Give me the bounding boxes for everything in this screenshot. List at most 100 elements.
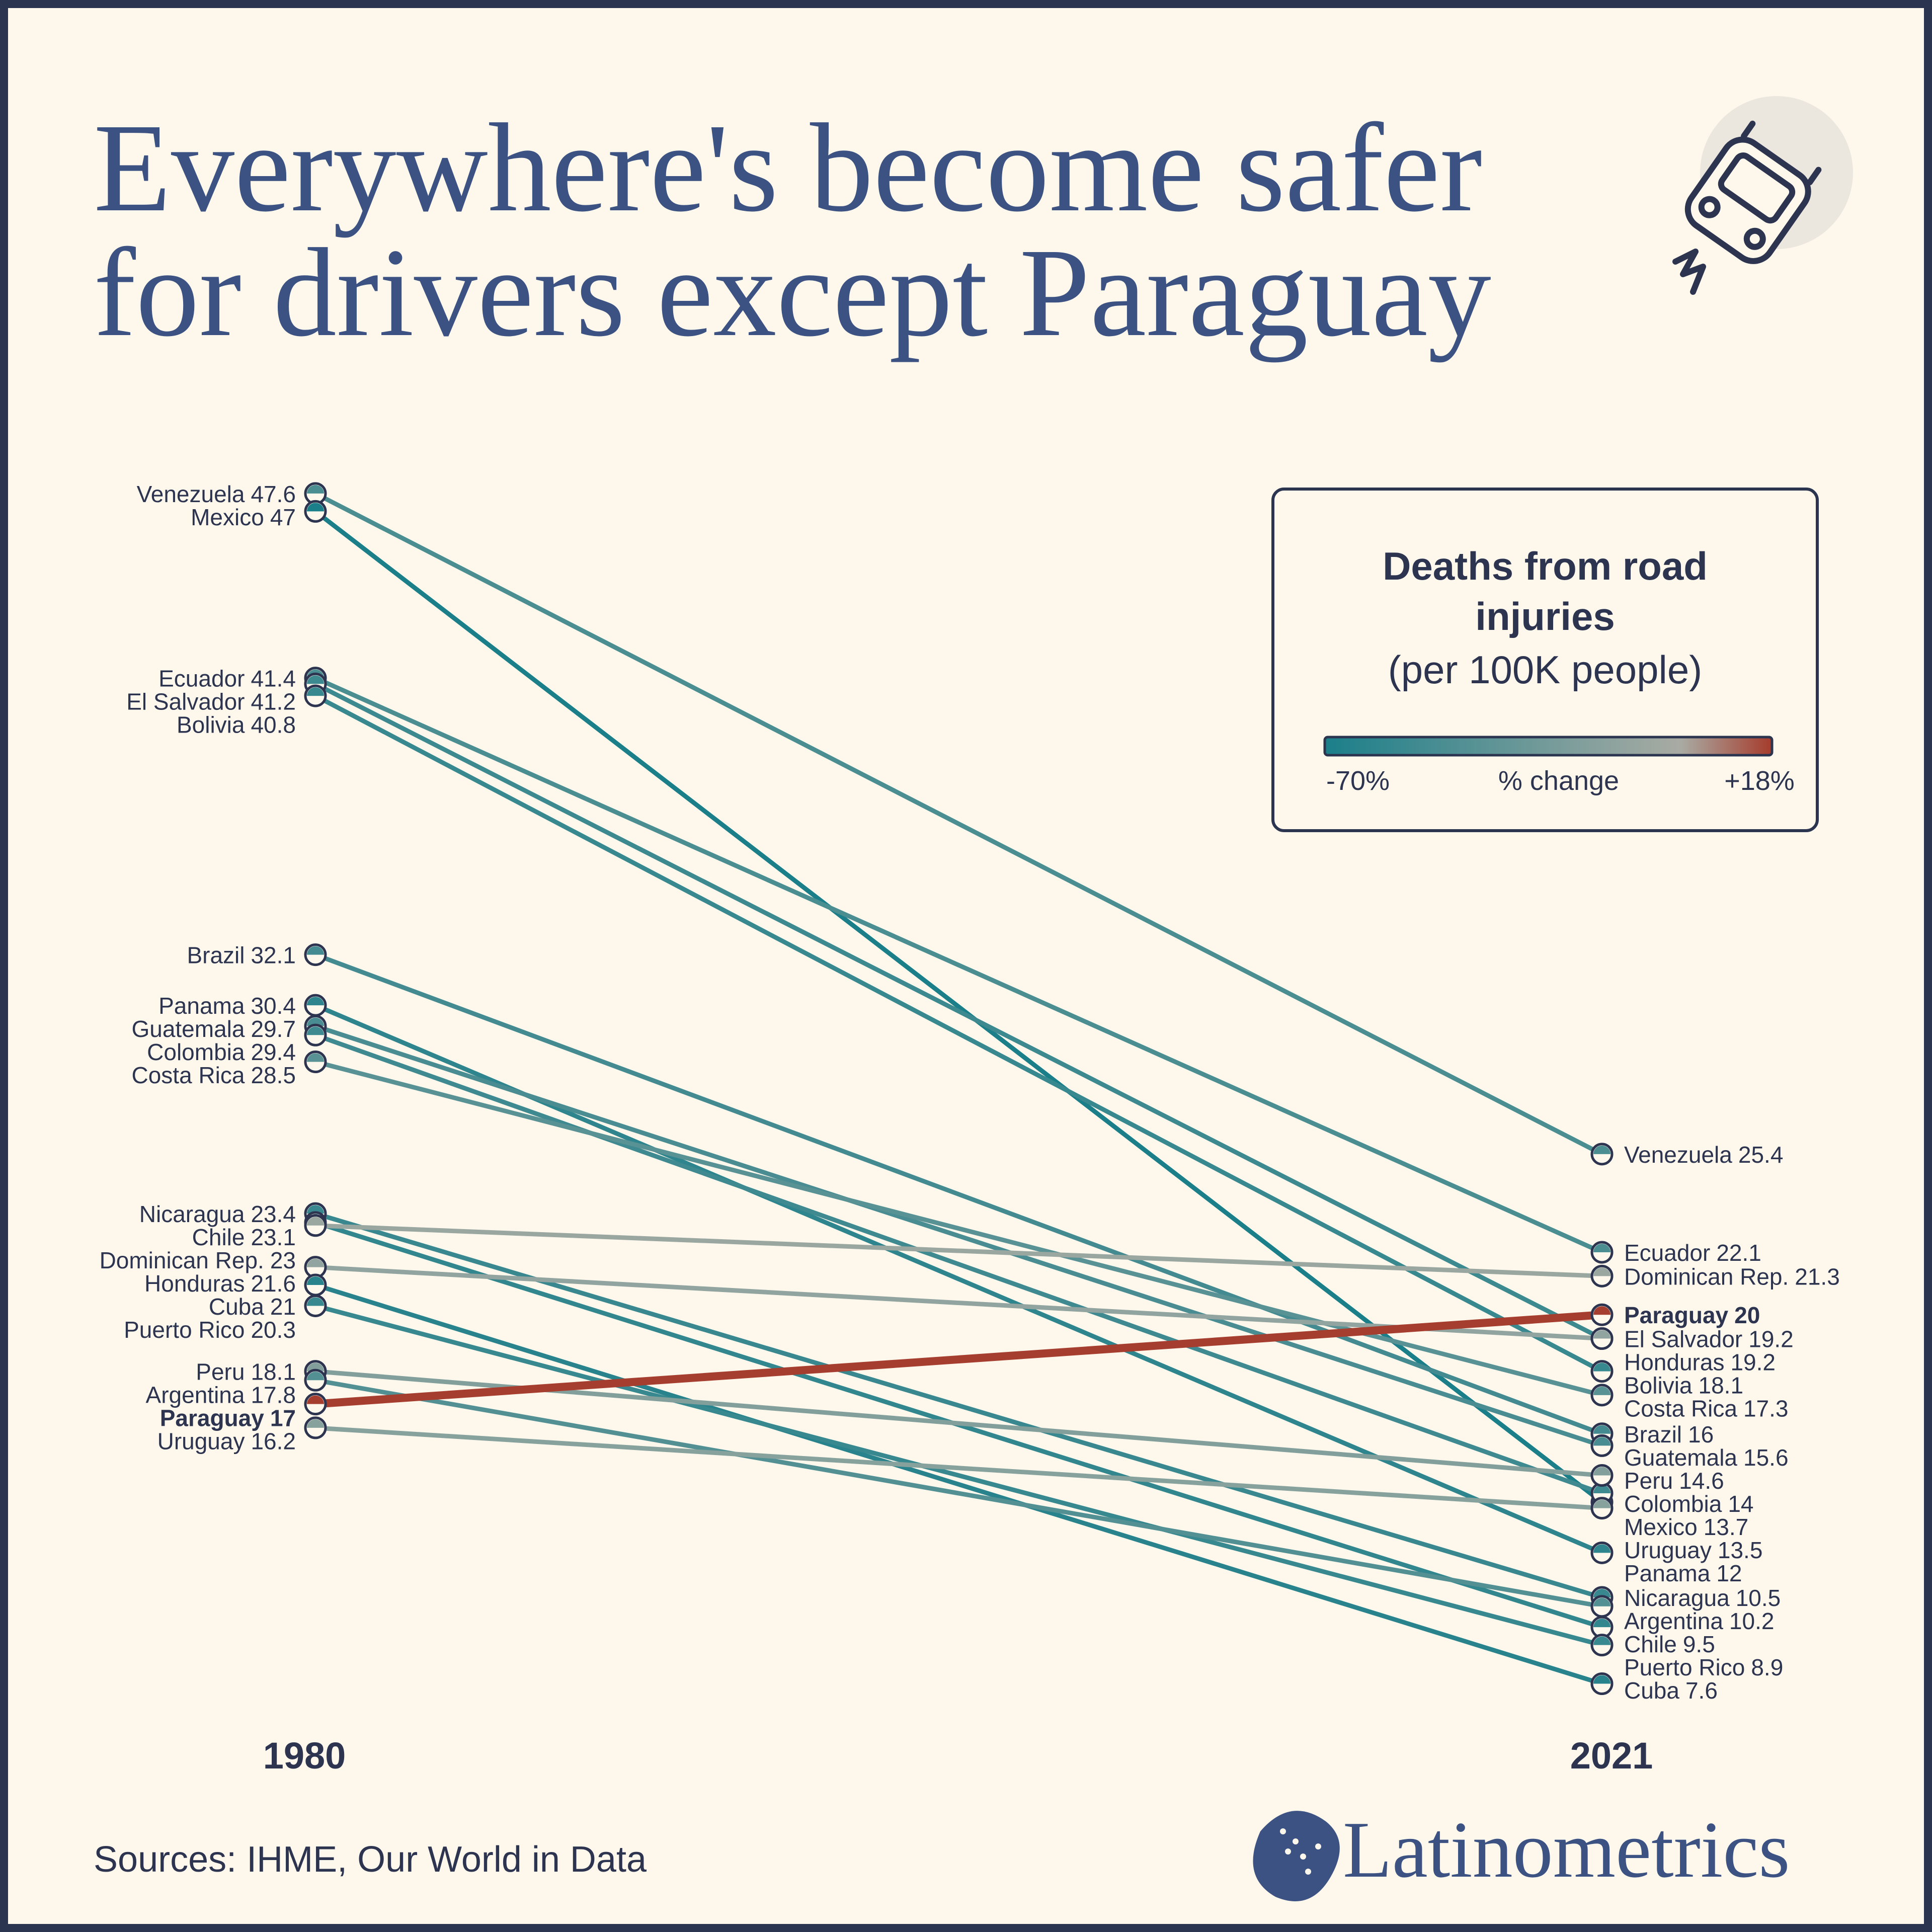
colorbar-tick-label: +18%: [1724, 766, 1795, 796]
value-label: 10.5: [1736, 1585, 1781, 1611]
point-flag: [1593, 1306, 1611, 1315]
country-name: Uruguay: [157, 1428, 245, 1455]
point-label: Argentina 17.8: [146, 1382, 296, 1408]
value-label: 29.7: [251, 1016, 296, 1042]
point-label: Chile 23.1: [192, 1224, 296, 1250]
country-name: Dominican Rep.: [100, 1247, 264, 1273]
country-name: Argentina: [146, 1382, 245, 1408]
point-flag: [307, 1276, 324, 1285]
country-name: Puerto Rico: [124, 1317, 245, 1343]
value-label: 17.3: [1743, 1396, 1789, 1422]
value-label: 23.4: [251, 1201, 296, 1227]
point-flag: [307, 1419, 324, 1428]
country-name: Panama: [1624, 1560, 1711, 1586]
country-name: Guatemala: [1624, 1444, 1737, 1471]
point-label: Paraguay 20: [1624, 1302, 1760, 1328]
value-label: 18.1: [251, 1359, 296, 1385]
point-label: Peru 18.1: [196, 1359, 296, 1385]
car-icon: [1672, 96, 1853, 295]
point-label: Uruguay 16.2: [157, 1428, 296, 1455]
point-flag: [307, 1217, 324, 1226]
country-name: Honduras: [144, 1270, 245, 1297]
point-label: Mexico 13.7: [1624, 1514, 1748, 1540]
point-label: Chile 9.5: [1624, 1631, 1715, 1657]
point-flag: [307, 997, 324, 1006]
country-name: Panama: [158, 993, 245, 1019]
value-label: 29.4: [251, 1039, 296, 1065]
point-label: Brazil 16: [1624, 1421, 1714, 1447]
point-label: El Salvador 41.2: [126, 689, 296, 715]
title-line: Everywhere's become safer: [94, 97, 1482, 238]
value-label: 25.4: [1738, 1142, 1784, 1168]
point-label: Dominican Rep. 21.3: [1624, 1263, 1840, 1290]
point-flag: [1593, 1425, 1611, 1434]
slope-line: [313, 1425, 1604, 1511]
colorbar-tick-label: -70%: [1326, 766, 1390, 796]
value-label: 17.8: [251, 1382, 296, 1408]
point-flag: [307, 1205, 324, 1214]
point-flag: [1593, 1636, 1611, 1645]
country-name: Guatemala: [131, 1016, 245, 1042]
value-label: 41.2: [251, 689, 296, 715]
country-name: Brazil: [1624, 1421, 1682, 1447]
point-flag: [1593, 1675, 1611, 1684]
point-flag: [1593, 1145, 1611, 1154]
point-flag: [1593, 1499, 1611, 1508]
point-label: Peru 14.6: [1624, 1468, 1724, 1494]
point-label: Nicaragua 10.5: [1624, 1585, 1781, 1611]
point-flag: [1593, 1485, 1611, 1494]
value-label: 21: [270, 1294, 296, 1320]
slope-line: [313, 509, 1604, 1505]
point-label: Ecuador 41.4: [158, 666, 296, 692]
title-line: for drivers except Paraguay: [94, 222, 1491, 363]
point-label: Puerto Rico 8.9: [1624, 1654, 1783, 1680]
value-label: 19.2: [1748, 1326, 1794, 1352]
country-name: Uruguay: [1624, 1537, 1712, 1563]
slope-line: [313, 1378, 1604, 1609]
country-name: Paraguay: [1624, 1302, 1729, 1328]
point-flag: [307, 1297, 324, 1306]
point-label: Costa Rica 28.5: [132, 1062, 296, 1088]
value-label: 23: [270, 1247, 296, 1273]
value-label: 47: [270, 504, 296, 530]
point-label: Panama 30.4: [158, 993, 296, 1019]
point-flag: [307, 1395, 324, 1404]
brand: Latinometrics: [1343, 1805, 1790, 1894]
point-label: Costa Rica 17.3: [1624, 1396, 1789, 1422]
country-name: Mexico: [1624, 1514, 1698, 1540]
slope-line: [313, 676, 1604, 1255]
year-label: 1980: [263, 1735, 346, 1777]
point-flag: [1593, 1619, 1611, 1628]
value-label: 28.5: [251, 1062, 296, 1088]
slope-line: [313, 952, 1604, 1436]
value-label: 47.6: [251, 481, 296, 507]
colorbar: [1323, 736, 1774, 757]
value-label: 19.2: [1730, 1349, 1776, 1376]
slope-line: [313, 1282, 1604, 1686]
slope-line: [313, 1223, 1604, 1278]
value-label: 13.5: [1718, 1537, 1763, 1563]
point-flag: [307, 485, 324, 494]
value-label: 18.1: [1699, 1373, 1744, 1399]
value-label: 41.4: [251, 666, 296, 692]
country-name: Cuba: [1624, 1677, 1679, 1704]
point-label: Bolivia 40.8: [177, 712, 296, 738]
point-flag: [307, 1362, 324, 1372]
point-label: Panama 12: [1624, 1560, 1742, 1586]
point-label: Mexico 47: [191, 504, 296, 530]
point-flag: [307, 1026, 324, 1035]
slope-line: [313, 681, 1604, 1341]
source: Sources: IHME, Our World in Data: [94, 1839, 647, 1880]
slope-line: [313, 1303, 1604, 1648]
point-label: Venezuela 47.6: [137, 481, 296, 507]
slope-line: [313, 1032, 1604, 1496]
value-label: 21.3: [1795, 1263, 1840, 1290]
country-name: Venezuela: [1624, 1142, 1732, 1168]
value-label: 30.4: [251, 993, 296, 1019]
country-name: Peru: [196, 1359, 245, 1385]
point-label: Cuba 7.6: [1624, 1677, 1718, 1704]
point-flag: [1593, 1597, 1611, 1606]
point-flag: [307, 946, 324, 955]
value-label: 8.9: [1751, 1654, 1783, 1680]
